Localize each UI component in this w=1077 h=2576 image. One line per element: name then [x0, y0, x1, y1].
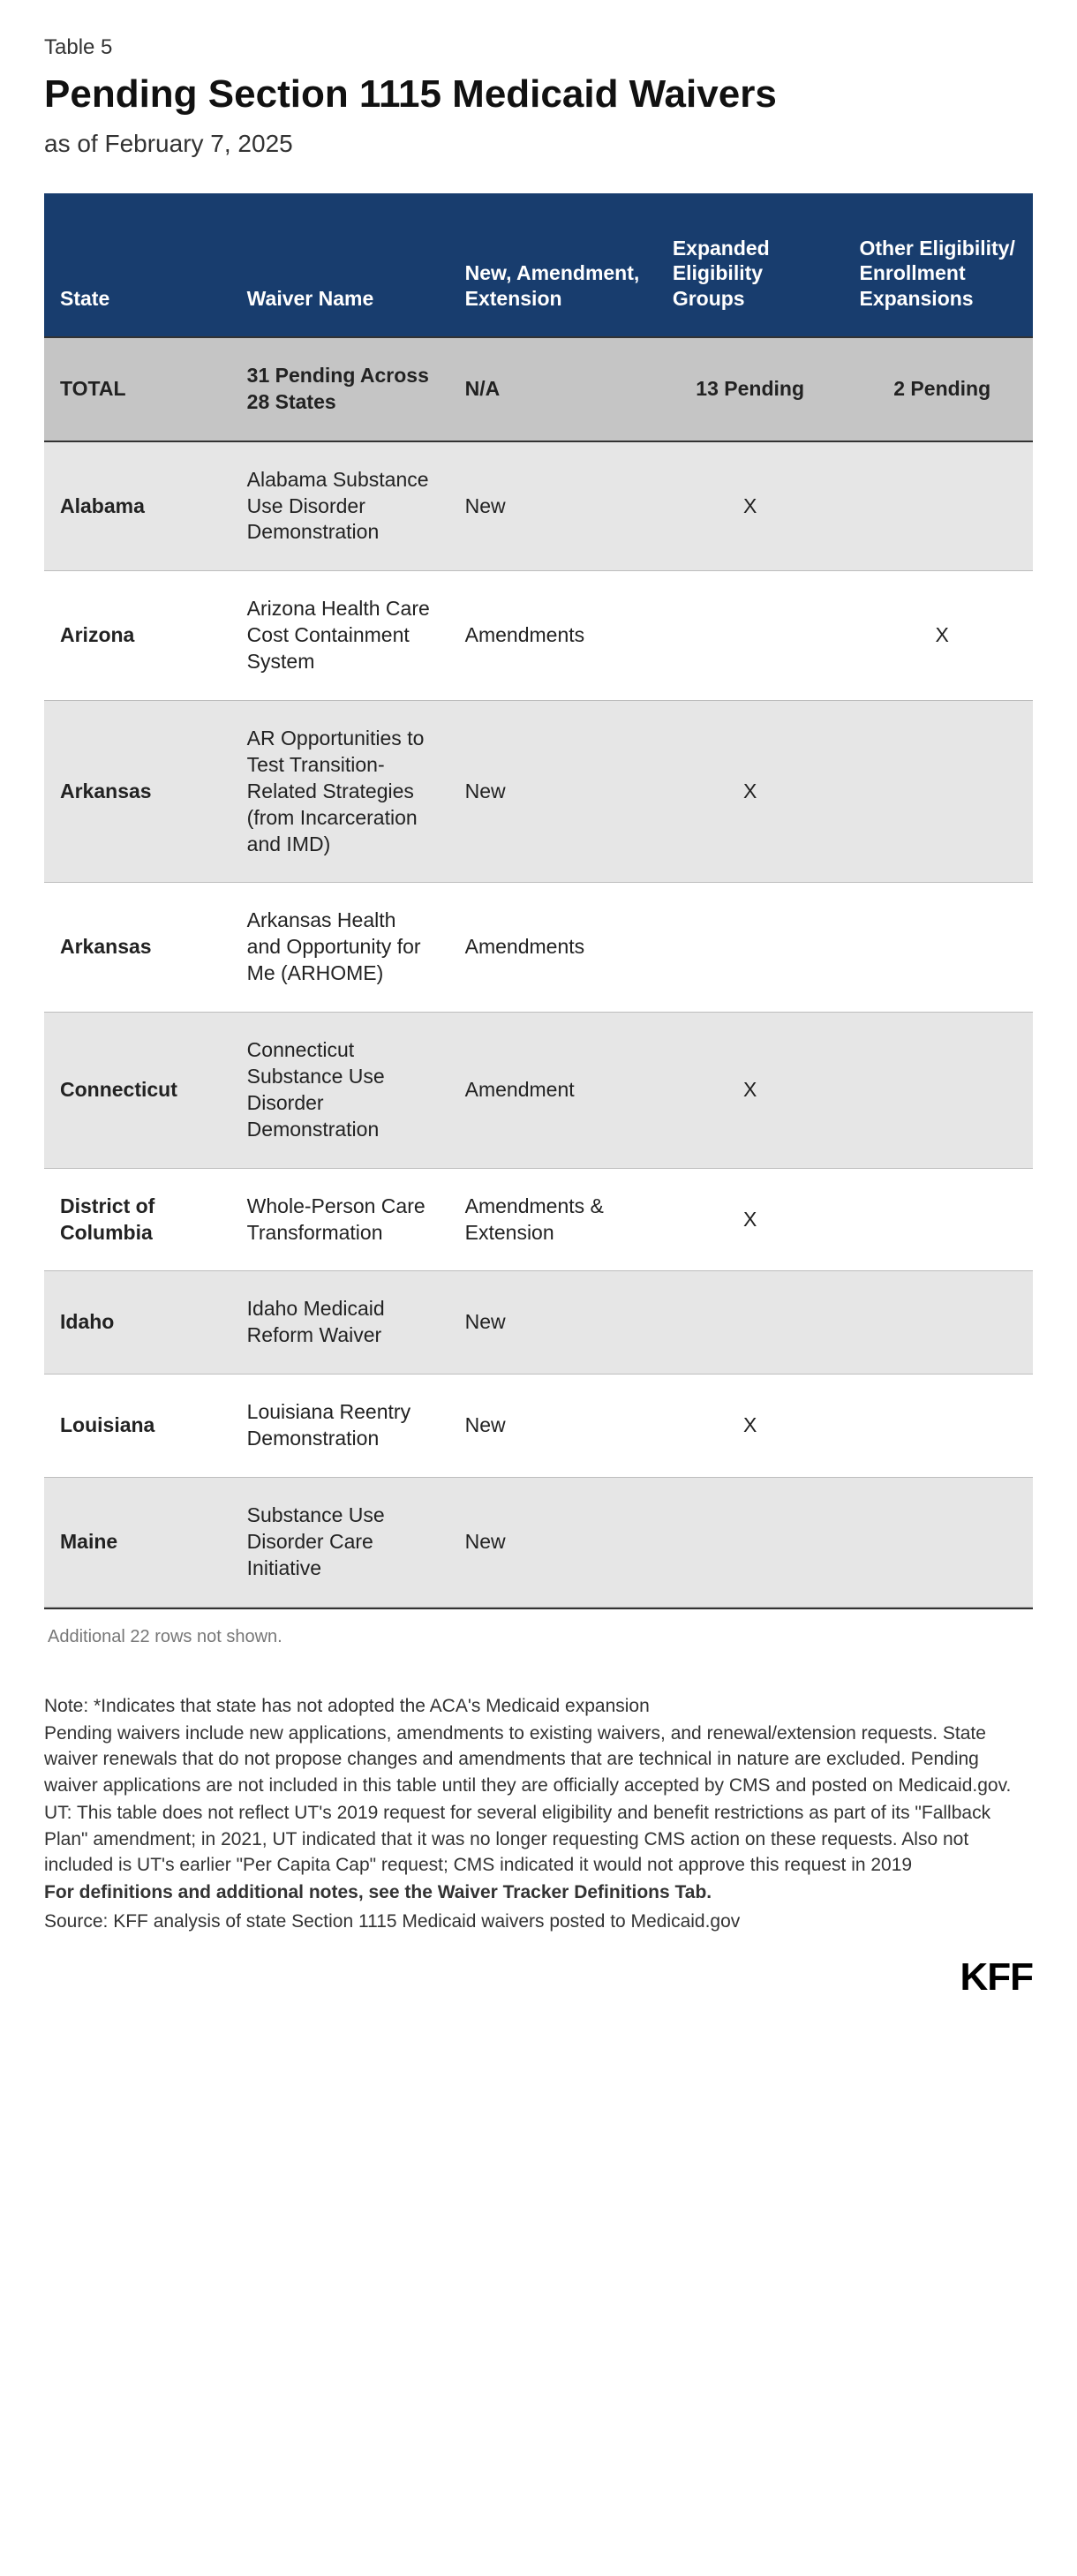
cell-other — [843, 1168, 1033, 1271]
note-line: UT: This table does not reflect UT's 201… — [44, 1800, 1033, 1878]
cell-waiver: Whole-Person Care Transformation — [231, 1168, 449, 1271]
note-line: Note: *Indicates that state has not adop… — [44, 1693, 1033, 1719]
cell-state: Louisiana — [44, 1375, 231, 1478]
cell-expand: X — [657, 700, 844, 882]
cell-state: Idaho — [44, 1271, 231, 1375]
cell-state: Arkansas — [44, 700, 231, 882]
table-row: Alabama Alabama Substance Use Disorder D… — [44, 441, 1033, 571]
table-label: Table 5 — [44, 35, 1033, 60]
total-waiver: 31 Pending Across 28 States — [231, 337, 449, 441]
col-waiver: Waiver Name — [231, 193, 449, 337]
subtitle: as of February 7, 2025 — [44, 130, 1033, 158]
cell-expand — [657, 883, 844, 1013]
cell-expand: X — [657, 1013, 844, 1169]
cell-waiver: AR Opportunities to Test Transition-Rela… — [231, 700, 449, 882]
cell-type: New — [449, 1478, 657, 1608]
total-row: TOTAL 31 Pending Across 28 States N/A 13… — [44, 337, 1033, 441]
cell-type: Amendments & Extension — [449, 1168, 657, 1271]
col-expanded: Expanded Eligibility Groups — [657, 193, 844, 337]
table-row: Connecticut Connecticut Substance Use Di… — [44, 1013, 1033, 1169]
cell-state: Connecticut — [44, 1013, 231, 1169]
cell-expand — [657, 1271, 844, 1375]
table-row: Maine Substance Use Disorder Care Initia… — [44, 1478, 1033, 1608]
cell-other — [843, 1478, 1033, 1608]
col-state: State — [44, 193, 231, 337]
notes-block: Note: *Indicates that state has not adop… — [44, 1693, 1033, 1906]
cell-waiver: Alabama Substance Use Disorder Demonstra… — [231, 441, 449, 571]
col-other: Other Eligibility/ Enrollment Expansions — [843, 193, 1033, 337]
cell-type: Amendments — [449, 571, 657, 701]
total-type: N/A — [449, 337, 657, 441]
cell-waiver: Connecticut Substance Use Disorder Demon… — [231, 1013, 449, 1169]
cell-type: New — [449, 700, 657, 882]
cell-other — [843, 883, 1033, 1013]
cell-type: New — [449, 1375, 657, 1478]
cell-expand — [657, 571, 844, 701]
cell-other — [843, 700, 1033, 882]
cell-expand: X — [657, 1168, 844, 1271]
cell-type: New — [449, 441, 657, 571]
cell-other — [843, 1375, 1033, 1478]
col-type: New, Amendment, Extension — [449, 193, 657, 337]
table-row: Louisiana Louisiana Reentry Demonstratio… — [44, 1375, 1033, 1478]
total-other: 2 Pending — [843, 337, 1033, 441]
cell-other — [843, 1013, 1033, 1169]
cell-other — [843, 1271, 1033, 1375]
cell-state: Arizona — [44, 571, 231, 701]
cell-waiver: Arkansas Health and Opportunity for Me (… — [231, 883, 449, 1013]
cell-waiver: Arizona Health Care Cost Containment Sys… — [231, 571, 449, 701]
cell-type: Amendments — [449, 883, 657, 1013]
cell-waiver: Idaho Medicaid Reform Waiver — [231, 1271, 449, 1375]
total-state: TOTAL — [44, 337, 231, 441]
table-header-row: State Waiver Name New, Amendment, Extens… — [44, 193, 1033, 337]
source-line: Source: KFF analysis of state Section 11… — [44, 1911, 1033, 1932]
table-row: Arizona Arizona Health Care Cost Contain… — [44, 571, 1033, 701]
cell-other: X — [843, 571, 1033, 701]
table-container: State Waiver Name New, Amendment, Extens… — [44, 193, 1033, 1609]
cell-expand: X — [657, 441, 844, 571]
cell-type: Amendment — [449, 1013, 657, 1169]
note-line: Pending waivers include new applications… — [44, 1721, 1033, 1798]
cell-state: District of Columbia — [44, 1168, 231, 1271]
footer: KFF — [44, 1955, 1033, 2000]
cell-other — [843, 441, 1033, 571]
cell-state: Arkansas — [44, 883, 231, 1013]
total-expand: 13 Pending — [657, 337, 844, 441]
cell-expand: X — [657, 1375, 844, 1478]
table-row: District of Columbia Whole-Person Care T… — [44, 1168, 1033, 1271]
cell-waiver: Substance Use Disorder Care Initiative — [231, 1478, 449, 1608]
cell-expand — [657, 1478, 844, 1608]
more-rows-note: Additional 22 rows not shown. — [44, 1609, 1033, 1654]
cell-type: New — [449, 1271, 657, 1375]
cell-state: Maine — [44, 1478, 231, 1608]
cell-state: Alabama — [44, 441, 231, 571]
waivers-table: State Waiver Name New, Amendment, Extens… — [44, 193, 1033, 1608]
table-row: Arkansas AR Opportunities to Test Transi… — [44, 700, 1033, 882]
table-row: Arkansas Arkansas Health and Opportunity… — [44, 883, 1033, 1013]
cell-waiver: Louisiana Reentry Demonstration — [231, 1375, 449, 1478]
note-bold: For definitions and additional notes, se… — [44, 1879, 1033, 1905]
kff-logo: KFF — [960, 1955, 1033, 2000]
table-row: Idaho Idaho Medicaid Reform Waiver New — [44, 1271, 1033, 1375]
page-title: Pending Section 1115 Medicaid Waivers — [44, 72, 1033, 117]
